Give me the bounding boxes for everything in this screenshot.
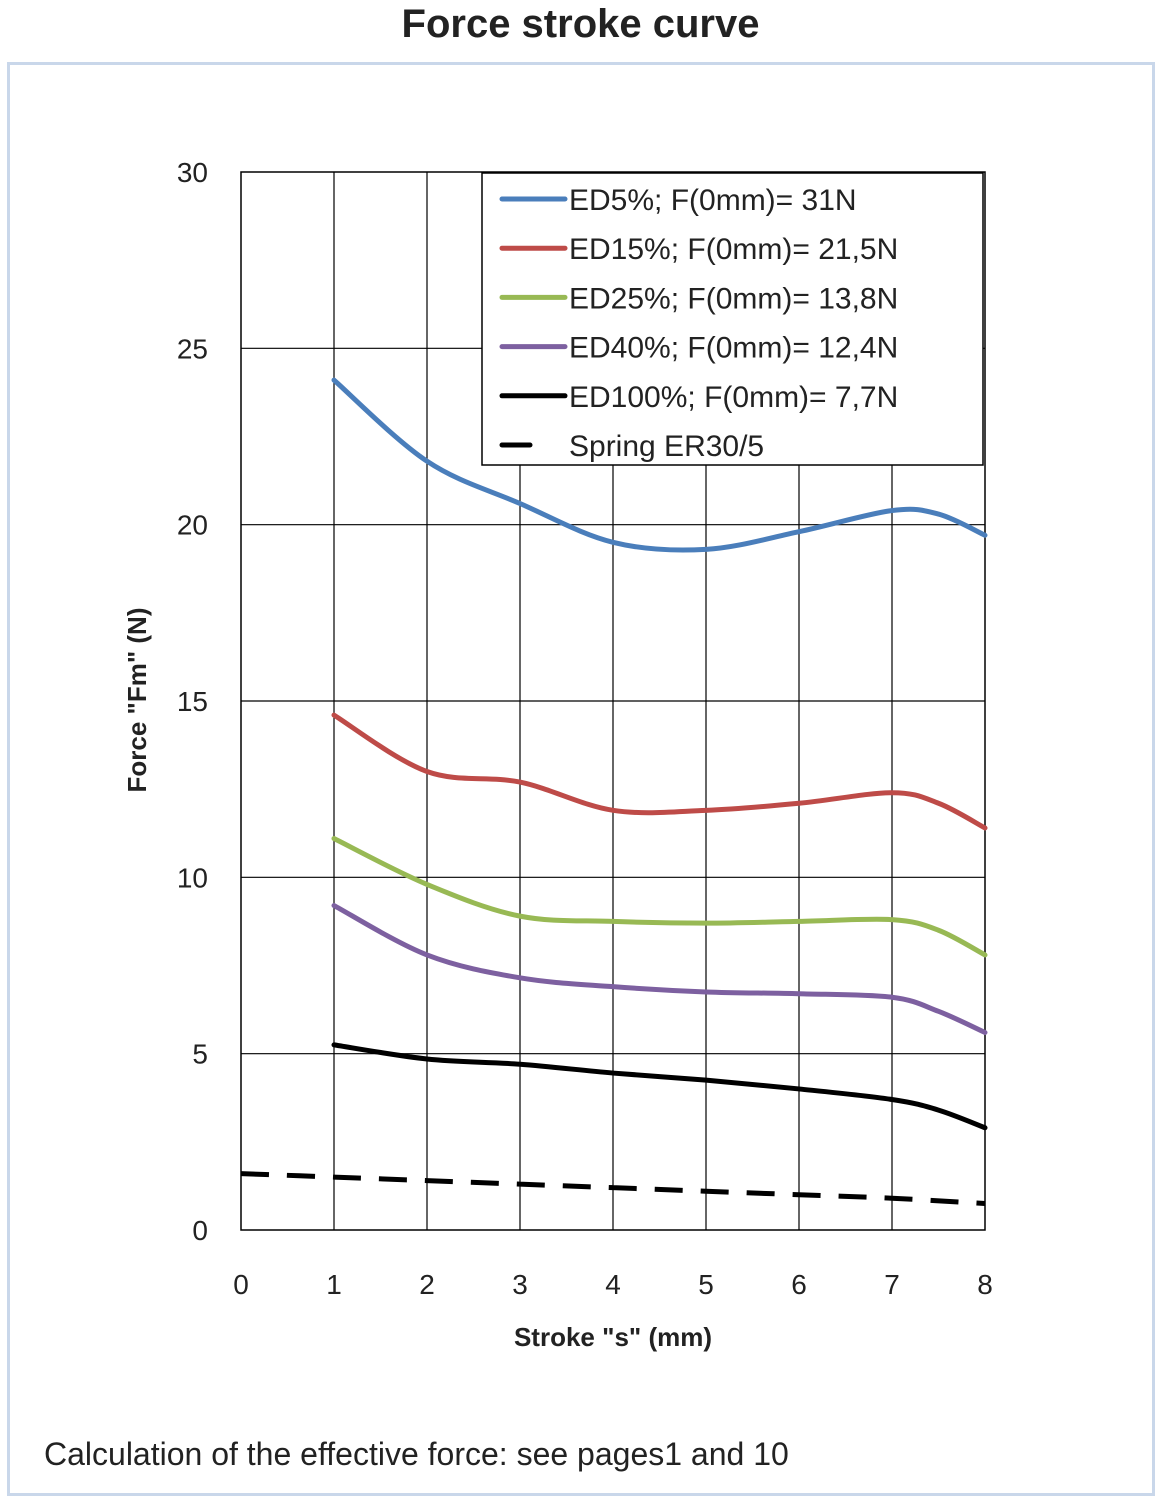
series-lines — [240, 377, 988, 1207]
x-tick-label: 0 — [233, 1269, 249, 1300]
chart-title: Force stroke curve — [401, 2, 760, 46]
footnote: Calculation of the effective force: see … — [44, 1436, 789, 1472]
legend-label: ED40%; F(0mm)= 12,4N — [569, 332, 898, 365]
x-tick-label: 2 — [419, 1269, 435, 1300]
legend-label: ED25%; F(0mm)= 13,8N — [569, 282, 898, 315]
series-line-1 — [331, 712, 988, 831]
legend-label: ED100%; F(0mm)= 7,7N — [569, 381, 898, 414]
legend-label: ED5%; F(0mm)= 31N — [569, 184, 857, 217]
series-line-5 — [240, 1171, 986, 1207]
legend-label: ED15%; F(0mm)= 21,5N — [569, 233, 898, 266]
x-tick-label: 4 — [605, 1269, 621, 1300]
x-tick-label: 5 — [698, 1269, 714, 1300]
x-tick-label: 6 — [791, 1269, 807, 1300]
y-tick-label: 15 — [177, 686, 208, 717]
chart-frame — [7, 62, 1155, 1496]
series-line-2 — [331, 836, 988, 958]
y-tick-label: 30 — [177, 157, 208, 188]
series-line-3 — [331, 903, 988, 1036]
legend-box — [481, 172, 984, 466]
x-tick-label: 1 — [326, 1269, 342, 1300]
y-tick-label: 10 — [177, 862, 208, 893]
x-tick-label: 3 — [512, 1269, 528, 1300]
y-tick-label: 0 — [192, 1215, 208, 1246]
y-tick-label: 20 — [177, 510, 208, 541]
series-line-0 — [331, 377, 988, 553]
tick-labels: 0 1 2 3 4 5 6 7 8 0 5 10 15 20 25 30 — [177, 157, 993, 1300]
series-line-4 — [331, 1042, 988, 1131]
x-tick-label: 7 — [884, 1269, 900, 1300]
y-tick-label: 25 — [177, 333, 208, 364]
legend-label: Spring ER30/5 — [569, 430, 764, 463]
y-tick-label: 5 — [192, 1039, 208, 1070]
y-axis-label: Force "Fm" (N) — [122, 608, 152, 793]
legend: ED5%; F(0mm)= 31N ED15%; F(0mm)= 21,5N ED2… — [481, 172, 984, 466]
x-tick-label: 8 — [977, 1269, 993, 1300]
x-axis-label: Stroke "s" (mm) — [514, 1322, 712, 1352]
